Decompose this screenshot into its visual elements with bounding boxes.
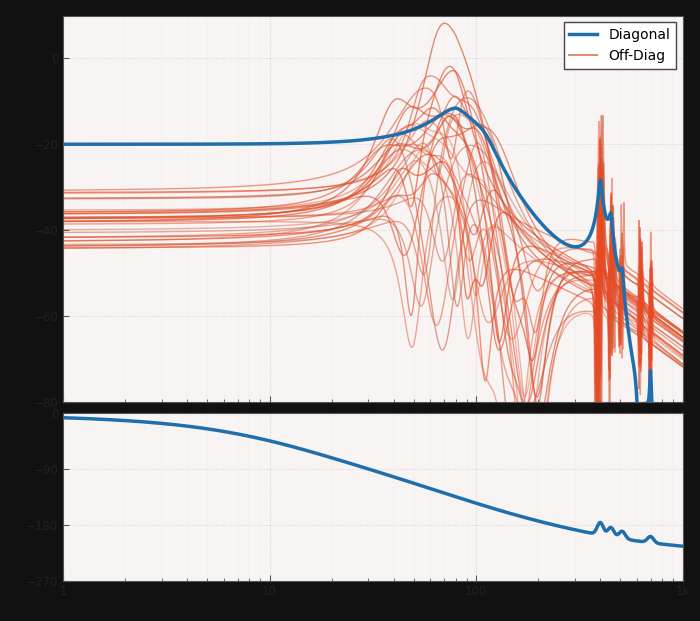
Legend: Diagonal, Off-Diag: Diagonal, Off-Diag [564, 22, 676, 68]
